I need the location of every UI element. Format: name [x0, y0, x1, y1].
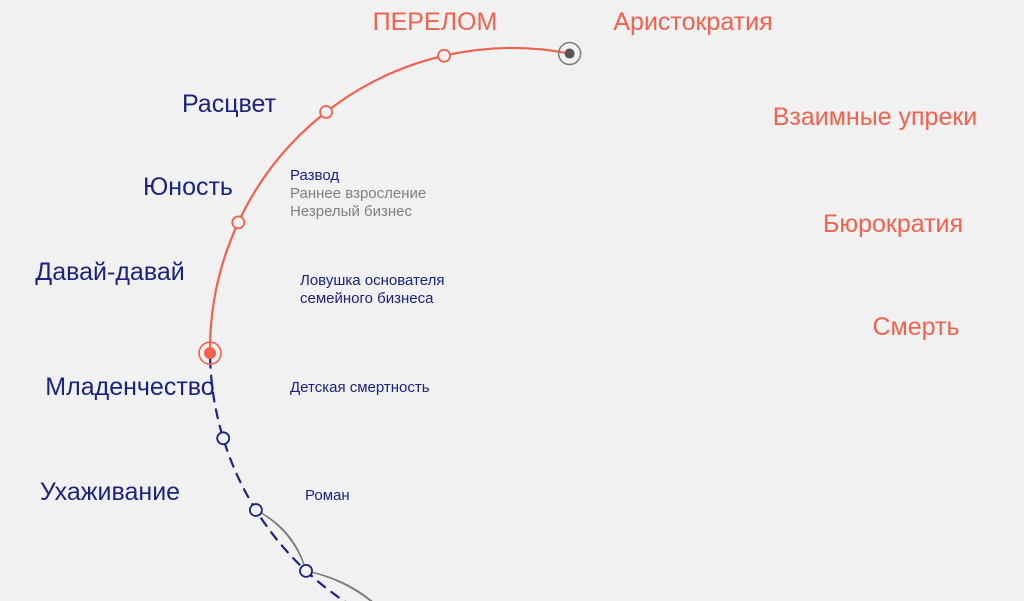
- annotation-roman: Роман: [305, 487, 350, 504]
- stage-marker-death-inner: [565, 49, 575, 59]
- stage-aristocracy: Аристократия: [613, 8, 772, 36]
- stage-marker: [217, 432, 229, 444]
- stage-marker: [320, 106, 332, 118]
- stage-blame: Взаимные упреки: [773, 103, 978, 131]
- stage-youth: Юность: [143, 173, 233, 201]
- stage-marker: [232, 216, 244, 228]
- stage-marker: [438, 50, 450, 62]
- annotation-youth_notes: Развод: [290, 167, 339, 184]
- annotation-youth_notes: Раннее взросление: [290, 185, 426, 202]
- stage-courtship: Ухаживание: [40, 478, 180, 506]
- stage-break: ПЕРЕЛОМ: [373, 8, 498, 36]
- annotation-founder_trap: семейного бизнеса: [300, 290, 434, 307]
- stage-marker: [300, 565, 312, 577]
- stage-infancy: Младенчество: [45, 373, 214, 401]
- annotation-youth_notes: Незрелый бизнес: [290, 203, 412, 220]
- stage-marker-peak-inner: [204, 347, 216, 359]
- stage-gogo: Давай-давай: [35, 258, 184, 286]
- stage-prime: Расцвет: [182, 90, 277, 118]
- background: [0, 0, 1024, 601]
- stage-bureaucracy: Бюрократия: [823, 210, 963, 238]
- annotation-founder_trap: Ловушка основателя: [300, 272, 444, 289]
- stage-marker: [250, 504, 262, 516]
- annotation-infant_mort: Детская смертность: [290, 379, 430, 396]
- stage-death: Смерть: [873, 313, 960, 341]
